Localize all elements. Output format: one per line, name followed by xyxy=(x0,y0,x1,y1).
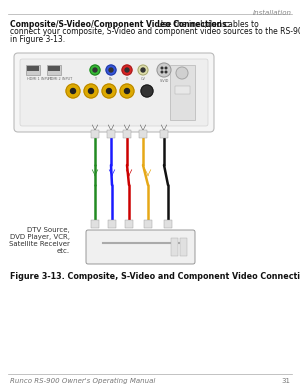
Text: 31: 31 xyxy=(281,378,290,384)
Bar xyxy=(170,65,195,120)
Text: Use the included cables to: Use the included cables to xyxy=(155,20,259,29)
Circle shape xyxy=(90,65,100,75)
Text: CV: CV xyxy=(141,77,146,81)
Circle shape xyxy=(141,85,153,97)
Bar xyxy=(108,220,116,228)
Bar xyxy=(139,130,147,138)
Circle shape xyxy=(161,67,163,69)
Text: S-VID: S-VID xyxy=(159,79,169,83)
Circle shape xyxy=(66,84,80,98)
Circle shape xyxy=(122,65,132,75)
Bar xyxy=(125,220,133,228)
FancyBboxPatch shape xyxy=(14,53,214,132)
Circle shape xyxy=(138,65,148,75)
Circle shape xyxy=(141,68,145,72)
Text: DTV Source,
DVD Player, VCR,
Satellite Receiver
etc.: DTV Source, DVD Player, VCR, Satellite R… xyxy=(9,227,70,254)
Text: HDMI 2 INPUT: HDMI 2 INPUT xyxy=(48,77,72,81)
Text: in Figure 3-13.: in Figure 3-13. xyxy=(10,35,65,44)
Circle shape xyxy=(165,67,167,69)
Circle shape xyxy=(109,68,113,72)
Circle shape xyxy=(124,88,130,94)
Circle shape xyxy=(106,65,116,75)
FancyBboxPatch shape xyxy=(86,230,195,264)
Bar xyxy=(144,220,152,228)
Circle shape xyxy=(176,67,188,79)
Circle shape xyxy=(161,71,163,73)
Circle shape xyxy=(120,84,134,98)
Bar xyxy=(160,130,168,138)
Text: connect your composite, S-Video and component video sources to the RS-900 as sho: connect your composite, S-Video and comp… xyxy=(10,28,300,36)
Text: Runco RS-900 Owner's Operating Manual: Runco RS-900 Owner's Operating Manual xyxy=(10,378,155,384)
Circle shape xyxy=(84,84,98,98)
Bar xyxy=(171,238,178,256)
Circle shape xyxy=(102,84,116,98)
Text: Installation: Installation xyxy=(253,10,292,16)
Text: Figure 3-13. Composite, S-Video and Component Video Connections: Figure 3-13. Composite, S-Video and Comp… xyxy=(10,272,300,281)
Bar xyxy=(164,220,172,228)
Text: Composite/S-Video/Component Video Connections:: Composite/S-Video/Component Video Connec… xyxy=(10,20,230,29)
Bar xyxy=(26,65,40,75)
Circle shape xyxy=(70,88,76,94)
Circle shape xyxy=(88,88,94,94)
Bar xyxy=(91,130,99,138)
Text: Y: Y xyxy=(94,77,96,81)
FancyBboxPatch shape xyxy=(20,59,208,126)
Bar xyxy=(107,130,115,138)
Bar xyxy=(180,238,187,256)
Circle shape xyxy=(106,88,112,94)
Bar xyxy=(91,220,99,228)
Bar xyxy=(123,130,131,138)
Text: Pr: Pr xyxy=(125,77,129,81)
Circle shape xyxy=(93,68,97,72)
Text: Pb: Pb xyxy=(109,77,113,81)
Circle shape xyxy=(165,71,167,73)
Bar xyxy=(175,86,190,94)
Bar xyxy=(27,66,39,71)
Bar xyxy=(47,65,61,75)
Text: HDMI 1 INPUT: HDMI 1 INPUT xyxy=(27,77,51,81)
Circle shape xyxy=(125,68,129,72)
Circle shape xyxy=(157,63,171,77)
Bar xyxy=(48,66,60,71)
